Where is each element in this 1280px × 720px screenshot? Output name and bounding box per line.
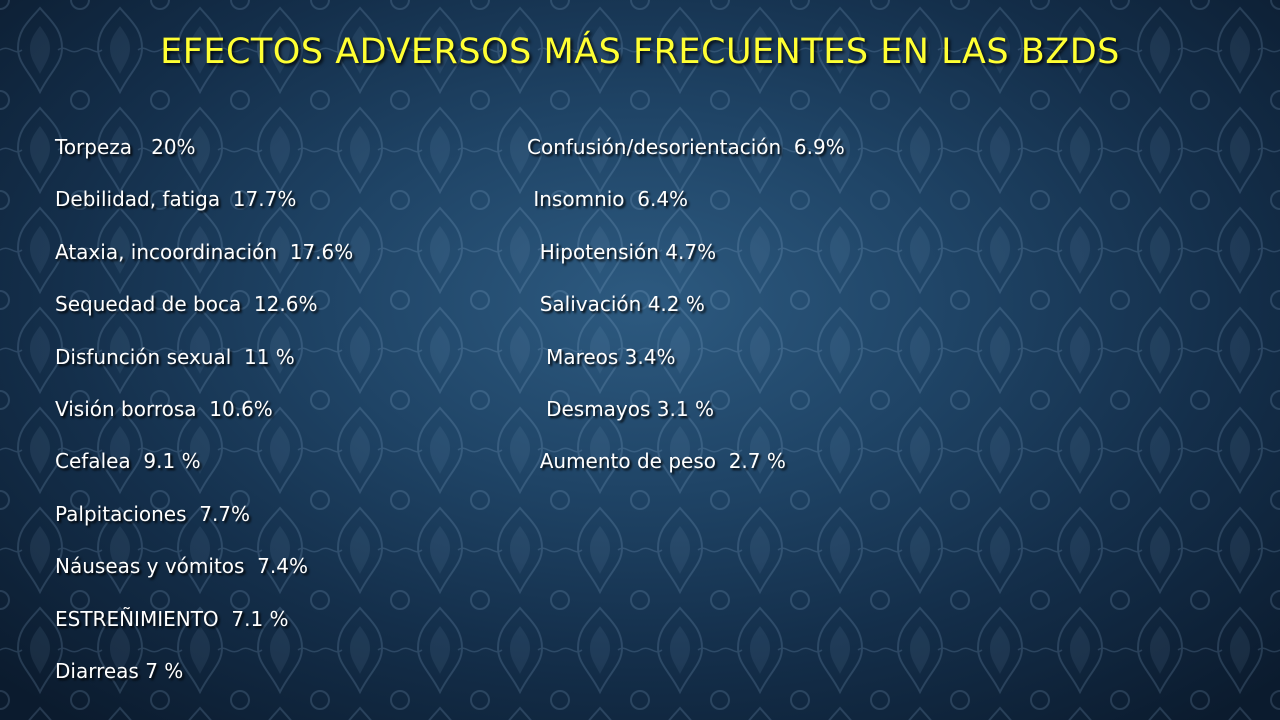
list-item: Confusión/desorientación 6.9% [527,135,845,159]
list-item: Náuseas y vómitos 7.4% [55,554,308,579]
list-item: Sequedad de boca 12.6% [55,292,318,317]
list-item: Cefalea 9.1 % [55,449,201,474]
slide-title: EFECTOS ADVERSOS MÁS FRECUENTES EN LAS B… [160,32,1120,72]
list-item: Diarreas 7 % [55,658,184,683]
adverse-effects-list-right: Confusión/desorientación 6.9% Insomnio 6… [527,132,845,499]
list-item: Torpeza 20% [55,135,196,159]
list-item: Desmayos 3.1 % [527,396,714,421]
list-item: Mareos 3.4% [527,344,676,369]
list-item: Hipotensión 4.7% [527,239,717,264]
list-item: Salivación 4.2 % [527,292,705,317]
list-item: Aumento de peso 2.7 % [527,449,786,474]
list-item: Insomnio 6.4% [527,187,689,212]
list-item: Visión borrosa 10.6% [55,396,273,421]
list-item: Disfunción sexual 11 % [55,344,295,369]
list-item: ESTREÑIMIENTO 7.1 % [55,606,289,631]
adverse-effects-list-left: Torpeza 20% Debilidad, fatiga 17.7% Atax… [55,132,353,708]
list-item: Debilidad, fatiga 17.7% [55,187,297,212]
list-item: Ataxia, incoordinación 17.6% [55,239,354,264]
list-item: Palpitaciones 7.7% [55,501,251,526]
